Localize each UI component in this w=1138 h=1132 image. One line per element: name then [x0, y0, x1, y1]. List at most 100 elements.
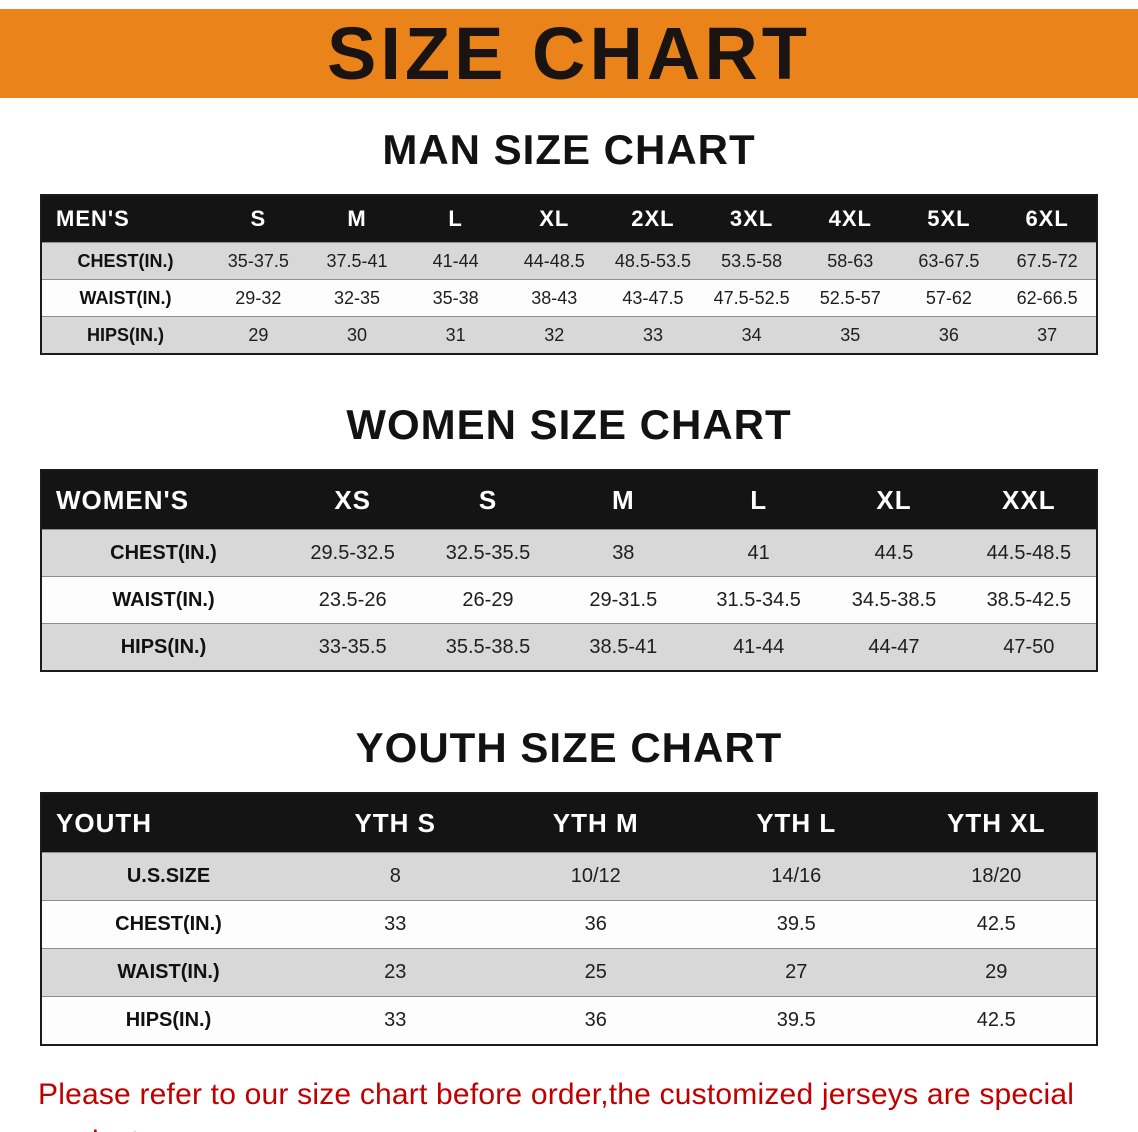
- size-column-header: YTH M: [552, 807, 639, 838]
- size-column-header: XXL: [1002, 484, 1056, 515]
- size-column-header: YTH L: [756, 807, 837, 838]
- measurement-row: U.S.SIZE 8 10/12 14/16 18/20: [41, 852, 1097, 901]
- size-column-header: M: [347, 206, 367, 231]
- size-value-cell: 34.5-38.5: [851, 588, 937, 611]
- size-value-cell: 47-50: [1003, 635, 1055, 658]
- size-value-cell: 14/16: [771, 865, 822, 887]
- size-value-cell: 35: [840, 324, 861, 345]
- size-column-header: 5XL: [927, 206, 971, 231]
- measurement-row-label: WAIST(IN.): [117, 961, 220, 983]
- size-value-cell: 43-47.5: [622, 287, 684, 308]
- size-value-cell: 38-43: [531, 287, 578, 308]
- size-value-cell: 31: [445, 324, 466, 345]
- size-value-cell: 18/20: [971, 865, 1022, 887]
- size-value-cell: 38.5-42.5: [986, 588, 1072, 611]
- women-size-chart-heading: WOMEN SIZE CHART: [346, 401, 792, 448]
- size-column-header: L: [750, 484, 768, 515]
- size-value-cell: 33: [642, 324, 663, 345]
- disclaimer-line-1: Please refer to our size chart before or…: [38, 1078, 1075, 1132]
- measurement-row-label: WAIST(IN.): [79, 287, 172, 308]
- women-size-table: WOMEN'S XS S M L XL XXL CHEST(IN.) 29.5-32.5 32.5…: [40, 469, 1098, 672]
- table-header-row: YOUTH YTH S YTH M YTH L YTH XL: [41, 793, 1097, 853]
- table-title-cell: MEN'S: [56, 206, 130, 231]
- size-value-cell: 47.5-52.5: [713, 287, 790, 308]
- measurement-row: HIPS(IN.) 33 36 39.5 42.5: [41, 996, 1097, 1045]
- measurement-row: CHEST(IN.) 35-37.5 37.5-41 41-44 44-48.5 48.5…: [41, 242, 1097, 280]
- measurement-row-label: HIPS(IN.): [125, 1009, 212, 1031]
- size-value-cell: 29: [985, 961, 1008, 983]
- measurement-row: CHEST(IN.) 29.5-32.5 32.5-35.5 38 41 44.5 44.5…: [41, 529, 1097, 577]
- size-value-cell: 27: [785, 961, 808, 983]
- measurement-row-label: CHEST(IN.): [110, 541, 217, 564]
- size-value-cell: 39.5: [776, 1009, 816, 1031]
- size-value-cell: 39.5: [776, 913, 816, 935]
- size-value-cell: 41-44: [733, 635, 785, 658]
- size-value-cell: 29: [248, 324, 269, 345]
- size-value-cell: 58-63: [827, 250, 874, 271]
- page-title: SIZE CHART: [327, 12, 811, 95]
- size-value-cell: 48.5-53.5: [614, 250, 691, 271]
- man-size-chart-heading: MAN SIZE CHART: [382, 126, 756, 173]
- disclaimer-text: Please refer to our size chart before or…: [38, 1072, 1100, 1132]
- measurement-row-label: HIPS(IN.): [120, 635, 207, 658]
- size-column-header: XL: [539, 206, 570, 231]
- size-column-header: XL: [876, 484, 912, 515]
- size-value-cell: 36: [584, 1009, 607, 1031]
- measurement-row-label: CHEST(IN.): [77, 250, 174, 271]
- size-column-header: S: [250, 206, 267, 231]
- size-value-cell: 42.5: [976, 1009, 1016, 1031]
- size-value-cell: 32-35: [333, 287, 380, 308]
- measurement-row-label: HIPS(IN.): [86, 324, 164, 345]
- size-value-cell: 52.5-57: [819, 287, 881, 308]
- size-value-cell: 35-37.5: [227, 250, 289, 271]
- size-value-cell: 37.5-41: [326, 250, 388, 271]
- size-column-header: 2XL: [631, 206, 675, 231]
- men-size-table: MEN'S S M L XL 2XL 3XL 4XL 5XL 6XL CHEST(IN.) 35-37…: [40, 194, 1098, 355]
- size-value-cell: 31.5-34.5: [716, 588, 801, 611]
- table-header-row: MEN'S S M L XL 2XL 3XL 4XL 5XL 6XL: [41, 195, 1097, 243]
- size-value-cell: 10/12: [570, 865, 621, 887]
- size-value-cell: 34: [741, 324, 762, 345]
- size-value-cell: 36: [584, 913, 607, 935]
- size-value-cell: 57-62: [925, 287, 972, 308]
- table-title-cell: WOMEN'S: [56, 484, 190, 515]
- size-value-cell: 30: [346, 324, 367, 345]
- size-value-cell: 35-38: [432, 287, 479, 308]
- size-value-cell: 67.5-72: [1016, 250, 1078, 271]
- measurement-row: CHEST(IN.) 33 36 39.5 42.5: [41, 900, 1097, 949]
- size-value-cell: 53.5-58: [721, 250, 783, 271]
- size-value-cell: 29-32: [235, 287, 282, 308]
- size-value-cell: 44-47: [868, 635, 920, 658]
- size-value-cell: 23.5-26: [318, 588, 387, 611]
- measurement-row-label: U.S.SIZE: [126, 865, 211, 887]
- size-column-header: L: [448, 206, 463, 231]
- measurement-row: WAIST(IN.) 29-32 32-35 35-38 38-43 43-47.5 47.…: [41, 279, 1097, 317]
- table-title-cell: YOUTH: [56, 807, 152, 838]
- size-column-header: YTH S: [354, 807, 437, 838]
- size-column-header: M: [611, 484, 635, 515]
- size-column-header: 3XL: [729, 206, 774, 231]
- size-value-cell: 35.5-38.5: [445, 635, 531, 658]
- measurement-row: HIPS(IN.) 33-35.5 35.5-38.5 38.5-41 41-44 44-…: [41, 623, 1097, 671]
- measurement-row: WAIST(IN.) 23 25 27 29: [41, 948, 1097, 997]
- measurement-row: HIPS(IN.) 29 30 31 32 33 34 35 36 37: [41, 316, 1097, 354]
- size-column-header: YTH XL: [947, 807, 1046, 838]
- size-value-cell: 37: [1037, 324, 1058, 345]
- size-value-cell: 33-35.5: [318, 635, 387, 658]
- size-value-cell: 44-48.5: [523, 250, 585, 271]
- size-value-cell: 42.5: [976, 913, 1016, 935]
- measurement-row: WAIST(IN.) 23.5-26 26-29 29-31.5 31.5-34.5 34…: [41, 576, 1097, 624]
- size-column-header: 6XL: [1025, 206, 1069, 231]
- size-column-header: S: [478, 484, 498, 515]
- size-column-header: 4XL: [828, 206, 872, 231]
- size-value-cell: 23: [384, 961, 407, 983]
- size-chart-banner: SIZE CHART: [0, 9, 1138, 98]
- youth-size-table: YOUTH YTH S YTH M YTH L YTH XL U.S.SIZE 8 10/12…: [40, 792, 1098, 1046]
- size-value-cell: 29-31.5: [589, 588, 658, 611]
- size-value-cell: 33: [384, 913, 407, 935]
- size-value-cell: 44.5-48.5: [986, 541, 1072, 564]
- size-value-cell: 44.5: [874, 541, 914, 564]
- size-value-cell: 25: [584, 961, 607, 983]
- measurement-row-label: WAIST(IN.): [112, 588, 215, 611]
